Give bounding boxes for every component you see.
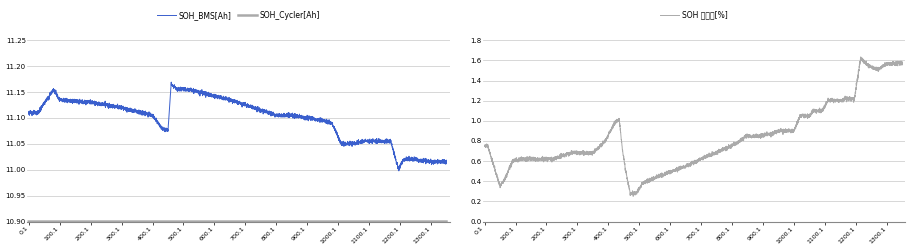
SOH 오차율[%] <box>655 174 666 177</box>
Legend: SOH_BMS[Ah], SOH_Cycler[Ah]: SOH_BMS[Ah], SOH_Cycler[Ah] <box>153 8 323 23</box>
SOH_BMS[Ah] <box>407 160 418 163</box>
SOH 오차율[%] <box>678 166 689 170</box>
SOH_Cycler[Ah] <box>441 220 452 223</box>
SOH 오차율[%] <box>885 61 896 64</box>
SOH_Cycler[Ah] <box>199 220 210 223</box>
SOH_Cycler[Ah] <box>428 220 439 223</box>
SOH 오차율[%] <box>658 174 669 176</box>
SOH_Cycler[Ah] <box>407 220 418 223</box>
SOH_Cycler[Ah] <box>327 220 338 223</box>
SOH 오차율[%] <box>864 65 875 68</box>
SOH_BMS[Ah] <box>202 92 213 94</box>
SOH_BMS[Ah] <box>24 112 35 116</box>
SOH_BMS[Ah] <box>394 170 404 172</box>
SOH_BMS[Ah] <box>428 160 439 163</box>
SOH 오차율[%] <box>897 61 908 64</box>
SOH_Cycler[Ah] <box>24 220 35 223</box>
SOH 오차율[%] <box>628 195 639 198</box>
SOH_BMS[Ah] <box>441 161 452 164</box>
SOH_Cycler[Ah] <box>202 220 213 223</box>
SOH_BMS[Ah] <box>199 91 210 94</box>
SOH 오차율[%] <box>783 131 793 134</box>
Legend: SOH 오차율[%]: SOH 오차율[%] <box>657 8 732 23</box>
SOH_Cycler[Ah] <box>221 220 232 223</box>
Line: SOH 오차율[%]: SOH 오차율[%] <box>485 57 903 196</box>
SOH 오차율[%] <box>855 56 866 58</box>
SOH_BMS[Ah] <box>166 80 177 84</box>
Line: SOH_BMS[Ah]: SOH_BMS[Ah] <box>29 82 446 171</box>
SOH_BMS[Ah] <box>222 98 233 101</box>
SOH 오차율[%] <box>479 145 490 148</box>
SOH_BMS[Ah] <box>327 122 338 125</box>
